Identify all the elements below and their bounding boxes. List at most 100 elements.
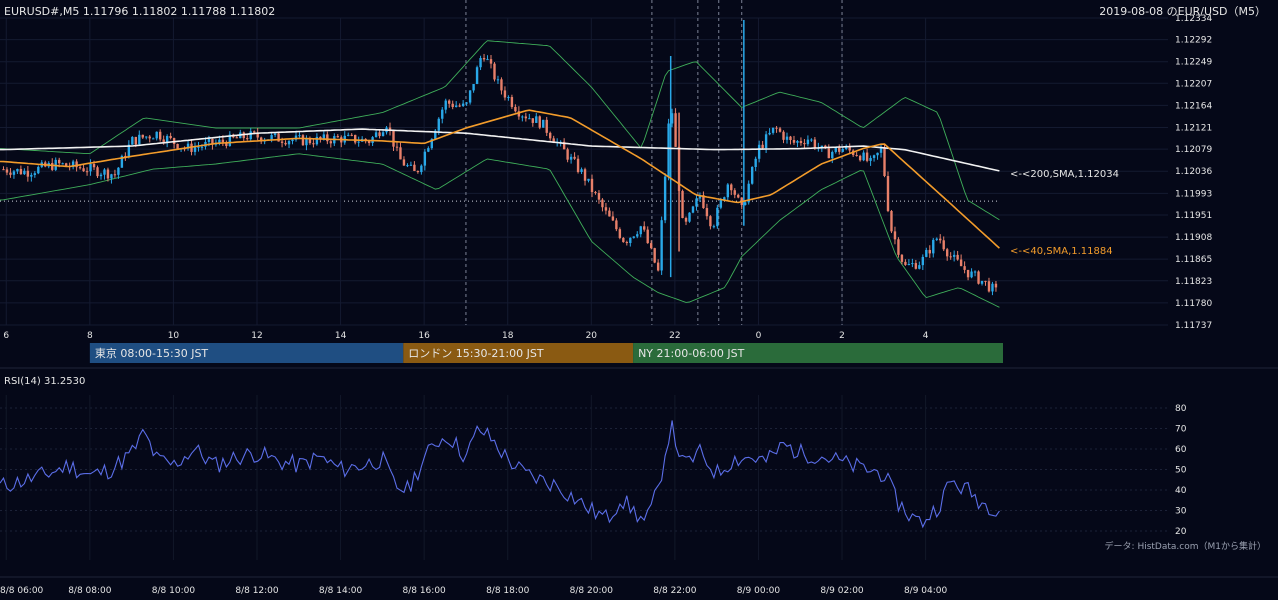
candle-body: [294, 135, 298, 140]
candle-body: [918, 265, 921, 269]
session-block: [403, 343, 634, 363]
candle-body: [792, 140, 796, 143]
candle-body: [959, 259, 963, 267]
candle-body: [893, 231, 897, 240]
candle-body: [803, 143, 806, 145]
candle-body: [235, 137, 238, 139]
candle-body: [256, 132, 259, 138]
candle-body: [249, 131, 252, 140]
candle-body: [186, 143, 190, 149]
candle-body: [782, 131, 785, 140]
candle-body: [493, 63, 496, 80]
bollinger-bands: [0, 40, 1000, 308]
candle-body: [932, 239, 935, 254]
candle-body: [952, 254, 956, 257]
candle-body: [869, 157, 872, 161]
candle-body: [796, 141, 799, 143]
event-lines: [465, 0, 843, 325]
candle-body: [315, 136, 319, 145]
candle-body: [51, 162, 54, 170]
candle-body: [970, 271, 973, 278]
price-tick-label: 1.11823: [1175, 277, 1212, 287]
candle-body: [904, 261, 907, 265]
candle-body: [9, 172, 12, 175]
candle-body: [165, 135, 169, 143]
time-tick-label: 8/8 20:00: [570, 586, 614, 596]
candle-body: [768, 132, 771, 135]
session-bar: 東京 08:00-15:30 JST ロンドン 15:30-21:00 JST NY…: [89, 343, 1003, 363]
time-tick-label: 8/8 08:00: [68, 586, 112, 596]
candle-body: [629, 237, 632, 244]
candle-body: [625, 242, 629, 244]
candle-body: [531, 118, 534, 123]
sma200-label: <-<200,SMA,1.12034: [1010, 169, 1119, 180]
candle-body: [148, 136, 151, 139]
candle-body: [12, 171, 16, 175]
candle-body: [312, 143, 315, 145]
candle-body: [242, 132, 245, 139]
hour-tick-label: 6: [3, 331, 9, 341]
candle-body: [848, 146, 851, 151]
candle-body: [977, 271, 980, 284]
session-block: [633, 343, 1003, 363]
candle-body: [413, 164, 416, 171]
candle-body: [820, 145, 824, 148]
candle-body: [656, 262, 660, 271]
candle-body: [319, 136, 322, 139]
candle-body: [503, 90, 507, 98]
rsi-tick-label: 40: [1175, 486, 1187, 496]
candle-body: [127, 144, 131, 158]
candle-body: [691, 206, 695, 213]
candle-body: [858, 155, 862, 161]
candle-body: [991, 283, 994, 292]
rsi-grid: [0, 395, 1168, 560]
candle-body: [653, 248, 656, 263]
bollinger-lower: [0, 153, 1000, 308]
candle-body: [392, 130, 395, 147]
hour-axis: 6 8 10 12 14 16 18 20 22 0 2 4: [3, 331, 928, 341]
candle-body: [775, 127, 778, 129]
symbol-info: EURUSD#,M5 1.11796 1.11802 1.11788 1.118…: [4, 5, 275, 18]
candle-body: [730, 184, 733, 191]
candle-body: [566, 149, 569, 160]
price-tick-label: 1.12249: [1175, 58, 1212, 68]
price-tick-label: 1.11993: [1175, 189, 1212, 199]
candle-body: [16, 168, 19, 172]
candle-body: [980, 280, 984, 284]
rsi-tick-label: 20: [1175, 527, 1187, 537]
candle-body: [489, 59, 493, 64]
candle-body: [2, 169, 5, 171]
candle-body: [409, 164, 413, 166]
candle-body: [120, 155, 124, 168]
candle-body: [545, 119, 548, 133]
candle-body: [876, 152, 879, 156]
candle-body: [872, 155, 876, 158]
candle-body: [225, 142, 228, 146]
candle-body: [253, 131, 256, 133]
candle-body: [113, 174, 117, 176]
candle-body: [754, 158, 757, 167]
candle-body: [618, 229, 622, 238]
candle-body: [78, 167, 82, 169]
candle-body: [92, 164, 96, 168]
candle-body: [441, 109, 444, 119]
candle-body: [37, 166, 40, 174]
rsi-line: [0, 420, 1000, 529]
candle-body: [897, 239, 900, 255]
candle-body: [514, 106, 517, 112]
sma40-label: <-<40,SMA,1.11884: [1010, 246, 1113, 257]
candle-body: [674, 113, 677, 147]
candle-body: [744, 202, 747, 205]
candle-body: [712, 226, 716, 228]
candle-body: [705, 208, 709, 217]
candle-body: [211, 139, 214, 145]
candle-body: [57, 159, 61, 164]
candle-body: [336, 136, 339, 138]
time-tick-label: 8/8 10:00: [152, 586, 196, 596]
candle-body: [461, 103, 465, 106]
candle-body: [374, 132, 378, 138]
candle-body: [75, 161, 78, 168]
candle-body: [291, 139, 294, 142]
